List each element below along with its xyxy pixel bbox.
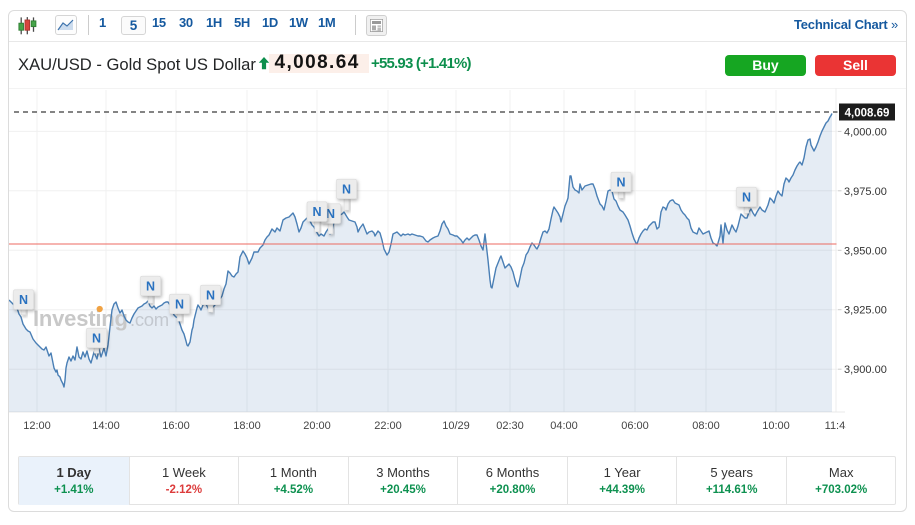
svg-text:04:00: 04:00 — [550, 420, 578, 432]
svg-text:08:00: 08:00 — [692, 420, 720, 432]
svg-text:N: N — [342, 183, 351, 197]
svg-text:.com: .com — [130, 309, 169, 330]
svg-text:3,900.00: 3,900.00 — [844, 364, 887, 376]
svg-text:4,000.00: 4,000.00 — [844, 126, 887, 138]
svg-text:N: N — [616, 176, 625, 190]
svg-text:N: N — [206, 289, 215, 303]
svg-text:10:00: 10:00 — [762, 420, 790, 432]
svg-text:N: N — [326, 207, 335, 221]
svg-text:N: N — [742, 191, 751, 205]
svg-text:N: N — [19, 293, 28, 307]
svg-text:3,975.00: 3,975.00 — [844, 186, 887, 198]
svg-text:02:30: 02:30 — [496, 420, 524, 432]
svg-text:4,008.69: 4,008.69 — [845, 107, 890, 119]
svg-text:3,950.00: 3,950.00 — [844, 245, 887, 257]
svg-text:3,925.00: 3,925.00 — [844, 305, 887, 317]
svg-text:11:45: 11:45 — [825, 420, 852, 432]
svg-text:12:00: 12:00 — [23, 420, 51, 432]
svg-text:06:00: 06:00 — [621, 420, 649, 432]
svg-text:N: N — [146, 280, 155, 294]
svg-text:Investing: Investing — [33, 306, 128, 331]
svg-text:10/29: 10/29 — [442, 420, 470, 432]
svg-text:N: N — [92, 332, 101, 346]
svg-text:16:00: 16:00 — [162, 420, 190, 432]
svg-text:N: N — [312, 205, 321, 219]
svg-text:20:00: 20:00 — [303, 420, 331, 432]
svg-text:14:00: 14:00 — [92, 420, 120, 432]
svg-text:18:00: 18:00 — [233, 420, 261, 432]
svg-text:22:00: 22:00 — [374, 420, 402, 432]
svg-text:N: N — [175, 298, 184, 312]
